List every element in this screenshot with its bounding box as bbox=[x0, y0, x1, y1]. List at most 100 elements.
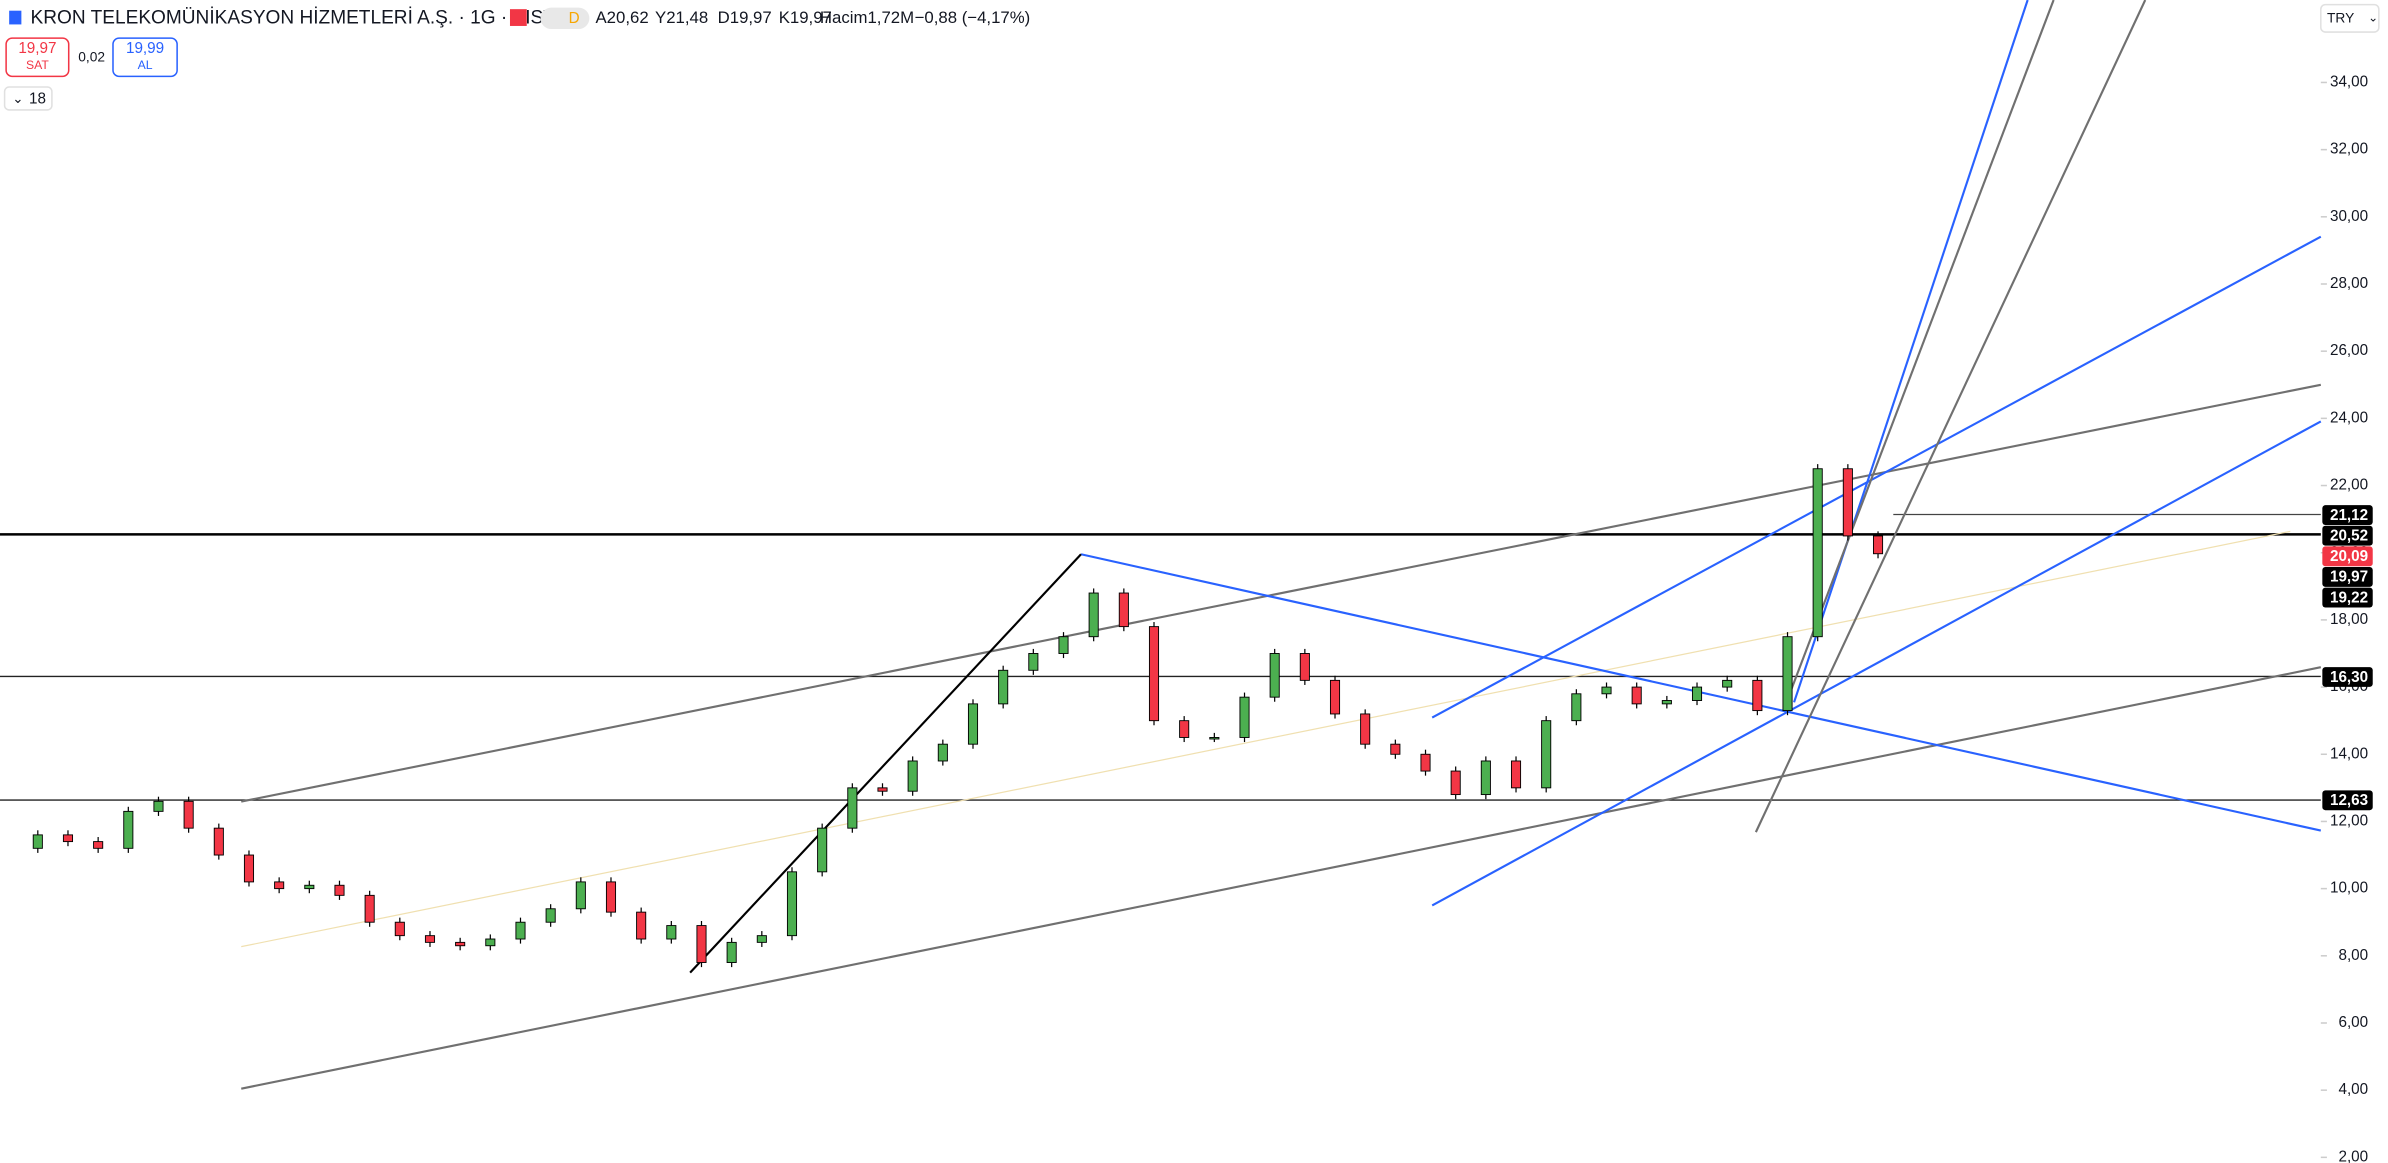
candle-body bbox=[1782, 636, 1793, 712]
candle-body bbox=[786, 871, 798, 937]
y-tick-label: 14,00 bbox=[2330, 745, 2368, 762]
price-tag bbox=[2322, 525, 2373, 546]
high: Y21,48 bbox=[655, 8, 708, 27]
price-tag bbox=[2322, 567, 2373, 587]
change: −0,88 (−4,17%) bbox=[915, 8, 1031, 27]
buy-label: AL bbox=[138, 58, 153, 72]
candle-body bbox=[274, 881, 285, 890]
candle-body bbox=[1088, 592, 1099, 638]
y-tick-label: 22,00 bbox=[2330, 477, 2368, 494]
candle-body bbox=[1390, 743, 1401, 755]
price-tag-label: 20,09 bbox=[2330, 548, 2368, 565]
price-tag bbox=[2322, 667, 2373, 687]
candle-body bbox=[1872, 535, 1884, 555]
candle-body bbox=[1722, 679, 1733, 688]
candle-body bbox=[1420, 753, 1431, 772]
trendline bbox=[689, 553, 1082, 974]
candle-body bbox=[183, 800, 194, 829]
buy-button[interactable] bbox=[112, 37, 178, 78]
candle-body bbox=[32, 834, 43, 849]
logo bbox=[9, 10, 22, 25]
candle-body bbox=[605, 881, 617, 913]
trendline bbox=[1793, 0, 2029, 703]
candle-body bbox=[93, 841, 104, 849]
price-tag-label: 19,97 bbox=[2330, 569, 2368, 586]
candle-body bbox=[1812, 468, 1823, 638]
price-axis: 2,004,006,008,0010,0012,0014,0016,0018,0… bbox=[2320, 73, 2373, 1163]
candle-body bbox=[1661, 700, 1672, 705]
y-tick-label: 28,00 bbox=[2330, 275, 2368, 292]
candle-body bbox=[1209, 737, 1220, 740]
header: KRON TELEKOMÜNİKASYON HİZMETLERİ A.Ş. · … bbox=[3, 3, 2380, 111]
candle-body bbox=[153, 800, 164, 812]
candle-body bbox=[213, 827, 224, 856]
price-tag-label: 20,52 bbox=[2330, 528, 2368, 545]
candle-body bbox=[1329, 679, 1341, 715]
candle-body bbox=[1269, 653, 1280, 698]
candle-body bbox=[334, 884, 345, 896]
chevron: ⌄ bbox=[2368, 11, 2378, 25]
volume: Hacim1,72M bbox=[820, 8, 914, 27]
candle-body bbox=[424, 935, 436, 943]
y-tick-label: 24,00 bbox=[2330, 409, 2368, 426]
drawings bbox=[0, 0, 2322, 1090]
y-tick-label: 30,00 bbox=[2330, 208, 2368, 225]
candle-body bbox=[1752, 679, 1763, 712]
sell-button[interactable] bbox=[5, 37, 70, 78]
candle-body bbox=[394, 921, 405, 937]
price-tag-label: 21,12 bbox=[2330, 507, 2368, 524]
open: A20,62 bbox=[595, 8, 648, 27]
price-tag-label: 12,63 bbox=[2330, 792, 2368, 809]
candle-body bbox=[485, 938, 496, 947]
candle-body bbox=[575, 881, 586, 910]
buy-price: 19,99 bbox=[126, 40, 164, 57]
candle-body bbox=[243, 854, 255, 883]
flag[interactable] bbox=[509, 9, 527, 26]
candle-body bbox=[817, 827, 828, 873]
low: D19,97 bbox=[718, 8, 772, 27]
candle-body bbox=[62, 834, 74, 843]
candle-body bbox=[666, 925, 677, 940]
spread: 0,02 bbox=[78, 50, 105, 65]
candle-body bbox=[1450, 770, 1461, 796]
candle-body bbox=[1480, 760, 1491, 796]
candle-body bbox=[1601, 686, 1612, 695]
candle-body bbox=[1360, 713, 1371, 745]
candle-body bbox=[515, 921, 526, 940]
trendline bbox=[1754, 0, 2147, 833]
candle-body bbox=[304, 884, 315, 890]
badge: D bbox=[569, 10, 580, 27]
toggle[interactable] bbox=[540, 7, 590, 30]
candle-body bbox=[455, 941, 466, 947]
y-tick-label: 34,00 bbox=[2330, 73, 2368, 90]
candle-body bbox=[636, 911, 647, 940]
candle-body bbox=[1058, 636, 1069, 654]
y-tick-label: 2,00 bbox=[2338, 1148, 2368, 1163]
indicator-toggle[interactable] bbox=[3, 86, 53, 111]
candle-body bbox=[756, 935, 767, 943]
candle-body bbox=[1118, 592, 1129, 628]
y-tick-label: 12,00 bbox=[2330, 812, 2368, 829]
candle-body bbox=[907, 760, 918, 792]
currency-button[interactable] bbox=[2320, 3, 2380, 33]
candle-body bbox=[726, 941, 737, 963]
price-tag bbox=[2322, 546, 2373, 567]
candle-body bbox=[1631, 686, 1642, 705]
y-tick-label: 32,00 bbox=[2330, 141, 2368, 158]
y-tick-label: 8,00 bbox=[2338, 947, 2368, 964]
y-tick-label: 6,00 bbox=[2338, 1014, 2368, 1031]
y-tick-label: 4,00 bbox=[2338, 1081, 2368, 1098]
candle-body bbox=[123, 810, 134, 849]
candle-body bbox=[1691, 686, 1703, 701]
chevron: ⌄ bbox=[12, 91, 24, 106]
candle-body bbox=[1541, 720, 1552, 789]
trendline bbox=[241, 383, 2322, 803]
price-tag-label: 19,22 bbox=[2330, 589, 2368, 606]
price-tag bbox=[2322, 505, 2373, 526]
candle-body bbox=[1239, 696, 1250, 738]
indicator-count: 18 bbox=[29, 90, 46, 107]
y-tick-label: 18,00 bbox=[2330, 611, 2368, 628]
symbol: KRON TELEKOMÜNİKASYON HİZMETLERİ A.Ş. · … bbox=[31, 7, 556, 28]
